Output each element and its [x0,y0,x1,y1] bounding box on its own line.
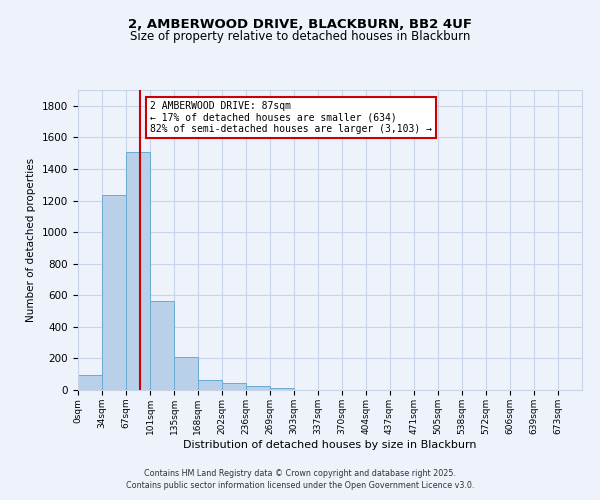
Bar [222,383,246,390]
Text: Contains HM Land Registry data © Crown copyright and database right 2025.
Contai: Contains HM Land Registry data © Crown c… [126,469,474,490]
Bar [102,195,126,390]
X-axis label: Distribution of detached houses by size in Blackburn: Distribution of detached houses by size … [183,440,477,450]
Bar [126,152,150,390]
Text: 2, AMBERWOOD DRIVE, BLACKBURN, BB2 4UF: 2, AMBERWOOD DRIVE, BLACKBURN, BB2 4UF [128,18,472,30]
Y-axis label: Number of detached properties: Number of detached properties [26,158,37,322]
Bar [78,375,102,390]
Text: Size of property relative to detached houses in Blackburn: Size of property relative to detached ho… [130,30,470,43]
Bar [270,388,294,390]
Text: 2 AMBERWOOD DRIVE: 87sqm
← 17% of detached houses are smaller (634)
82% of semi-: 2 AMBERWOOD DRIVE: 87sqm ← 17% of detach… [150,101,432,134]
Bar [150,301,174,390]
Bar [174,357,198,390]
Bar [198,380,222,390]
Bar [246,386,270,390]
